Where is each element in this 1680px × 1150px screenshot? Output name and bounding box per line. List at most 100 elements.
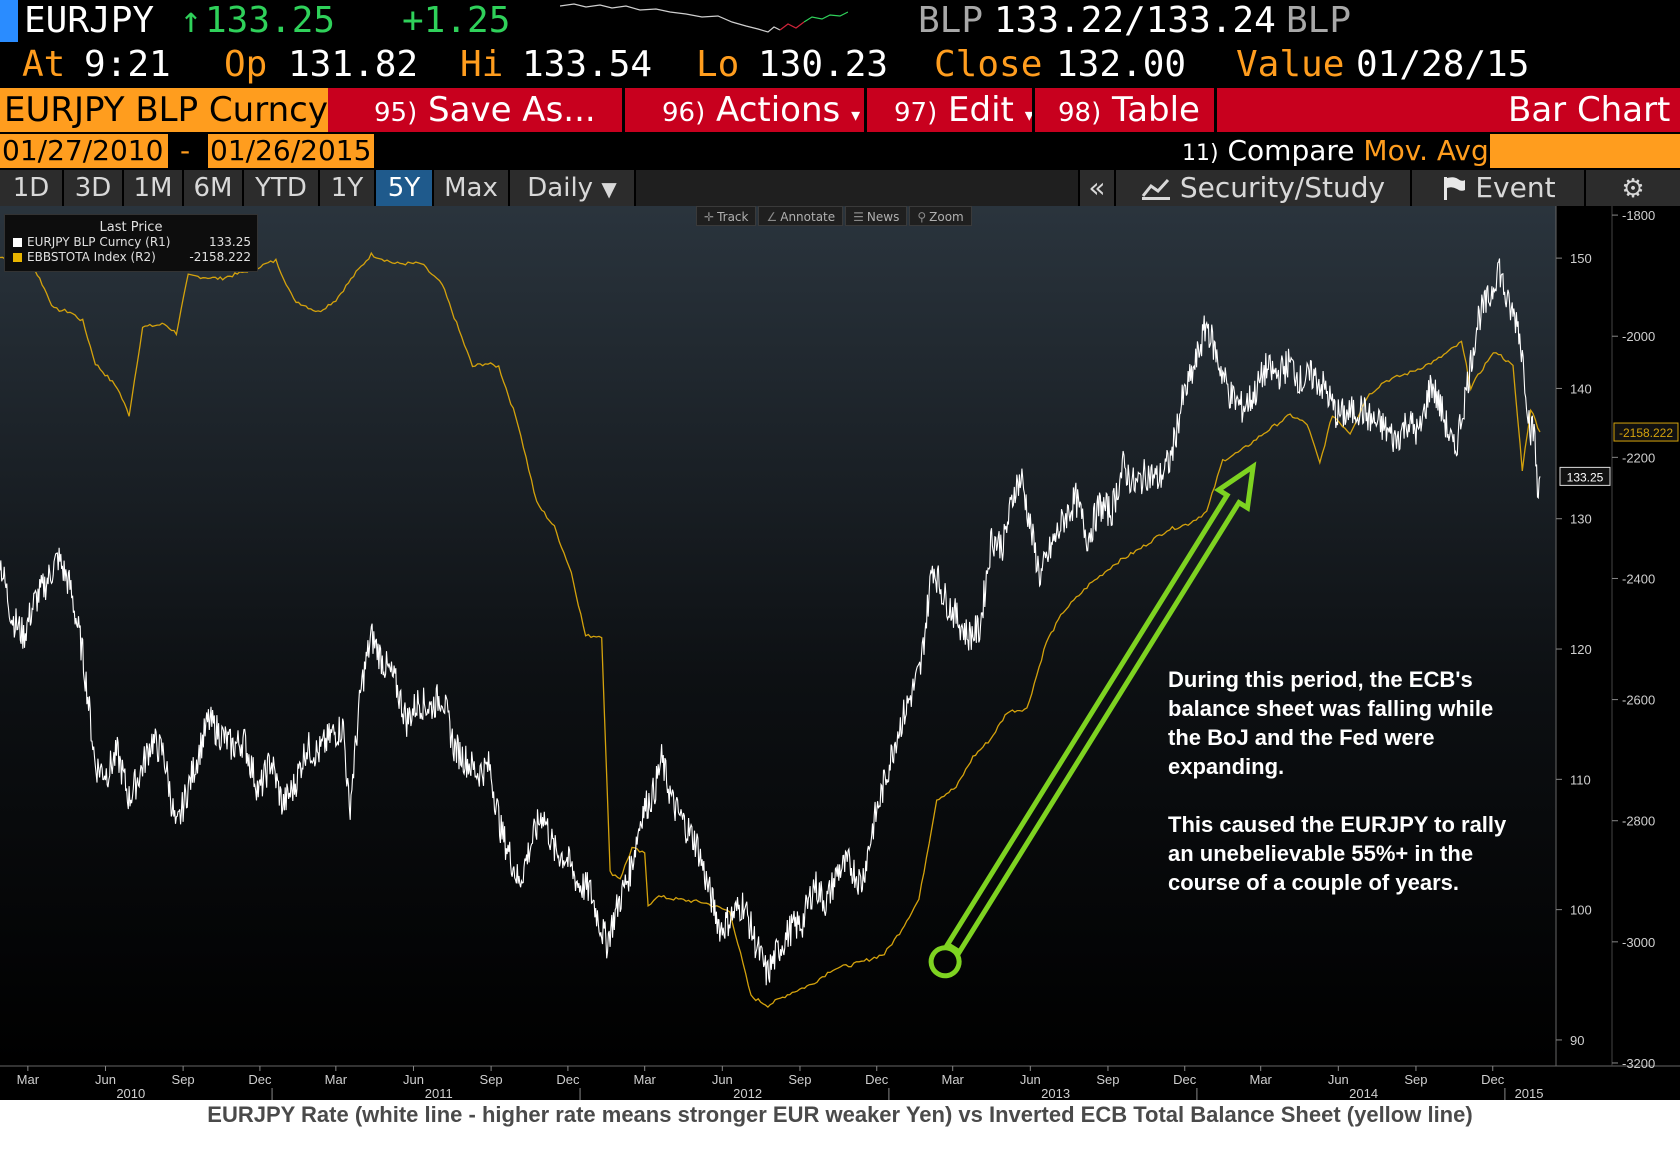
actions-button[interactable]: 96) Actions ▾ [662,88,860,132]
divider [1032,88,1035,132]
event-button[interactable]: Event [1410,170,1584,206]
period-ytd[interactable]: YTD [244,170,320,206]
divider [1214,88,1217,132]
figure-caption: EURJPY Rate (white line - higher rate me… [207,1102,1473,1127]
month-tick-label: Dec [865,1072,889,1087]
compare-mov-avgs-button[interactable]: 11) Compare Mov. Avgs [1182,134,1503,168]
divider [622,88,625,132]
month-tick-label: Jun [95,1072,116,1087]
chart-toolbar: ✛ Track ∠ Annotate ☰ News ⚲ Zoom [696,206,972,226]
r2-tick-label: -3000 [1622,935,1655,950]
legend-series-name: EURJPY BLP Curncy (R1) [27,235,171,249]
flag-icon [1444,177,1466,200]
r2-tick-label: -2800 [1622,814,1655,829]
last-price: 133.25 [205,0,336,41]
frequency-value: Daily [527,173,594,203]
low-label: Lo [696,44,740,85]
security-study-label: Security/Study [1179,171,1386,204]
legend-row-eurjpy: EURJPY BLP Curncy (R1) 133.25 [5,235,257,250]
year-label: 2015 [1515,1086,1544,1100]
year-label: 2014 [1349,1086,1378,1100]
month-tick-label: Jun [1020,1072,1041,1087]
collapse-button[interactable]: « [1078,170,1114,206]
table-number: 98) [1058,98,1102,128]
ohlc-row: At 9:21 Op 131.82 Hi 133.54 Lo 130.23 Cl… [0,44,1680,86]
period-1m[interactable]: 1M [124,170,184,206]
period-1d[interactable]: 1D [0,170,64,206]
active-panel-marker [0,0,18,42]
last-price-tag [1559,466,1611,486]
month-tick-label: Sep [1096,1072,1119,1087]
month-tick-label: Mar [633,1072,656,1087]
legend-series-value: 133.25 [209,235,251,249]
period-row: 1D 3D 1M 6M YTD 1Y 5Y Max Daily ▼ « Secu… [0,170,1680,206]
compare-label: Compare [1227,134,1355,167]
period-6m[interactable]: 6M [184,170,244,206]
frequency-select[interactable]: Daily ▼ [510,170,636,206]
compare-field[interactable] [1490,134,1680,168]
caret-down-icon: ▼ [601,177,617,201]
r1-tick-label: 150 [1570,251,1592,266]
r1-tick-label: 100 [1570,903,1592,918]
terminal-window: EURJPY ↑ 133.25 +1.25 BLP 133.22/133.24 … [0,0,1680,1100]
settings-button[interactable]: ⚙ [1584,170,1680,206]
month-tick-label: Sep [1404,1072,1427,1087]
zoom-button[interactable]: ⚲ Zoom [909,206,972,226]
r1-tick-label: 110 [1570,772,1591,787]
track-button[interactable]: ✛ Track [696,206,757,226]
legend-series-name: EBBSTOTA Index (R2) [27,250,156,264]
chevron-down-icon: ▾ [1024,105,1034,126]
r2-tick-label: -2600 [1622,693,1655,708]
period-1y[interactable]: 1Y [320,170,376,206]
year-label: 2013 [1041,1086,1070,1100]
month-tick-label: Mar [1249,1072,1272,1087]
r2-tick-label: -1800 [1622,208,1655,223]
magnifier-icon: ⚲ [917,210,927,224]
edit-number: 97) [894,98,938,128]
annotation-arrow [928,461,1257,979]
annotate-button[interactable]: ∠ Annotate [758,206,844,226]
month-tick-label: Mar [325,1072,348,1087]
compare-number: 11) [1182,141,1219,166]
annotation-paragraph: During this period, the ECB's balance sh… [1168,667,1494,779]
arrow-outline [944,461,1257,956]
r2-tick-label: -2400 [1622,571,1655,586]
start-date-field[interactable]: 01/27/2010 [0,134,168,168]
at-label: At [22,44,66,85]
security-study-button[interactable]: Security/Study [1114,170,1410,206]
save-as-label: Save As... [428,90,596,130]
month-tick-label: Jun [1328,1072,1349,1087]
news-label: News [866,210,900,224]
price-chart[interactable]: 90 100 110 120 130 140 150 -1800 -2000 -2200 -2400… [0,206,1680,1100]
news-button[interactable]: ☰ News [845,206,908,226]
period-5y[interactable]: 5Y [376,170,434,206]
period-max[interactable]: Max [434,170,510,206]
table-label: Table [1112,90,1200,130]
track-label: Track [717,210,749,224]
month-tick-label: Dec [556,1072,580,1087]
end-date-field[interactable]: 01/26/2015 [208,134,374,168]
annotation-paragraph: This caused the EURJPY to rally an unebe… [1168,812,1507,895]
news-icon: ☰ [853,210,864,224]
function-bar: EURJPY BLP Curncy 95) Save As... 96) Act… [0,88,1680,132]
high-label: Hi [460,44,504,85]
table-button[interactable]: 98) Table [1058,88,1200,132]
intraday-sparkline [560,3,848,33]
save-as-button[interactable]: 95) Save As... [374,88,596,132]
chart-type-button[interactable]: Bar Chart [1508,90,1671,130]
edit-button[interactable]: 97) Edit ▾ [894,88,1034,132]
ticker-symbol[interactable]: EURJPY [24,0,155,41]
period-3d[interactable]: 3D [64,170,124,206]
low-value: 130.23 [758,44,889,85]
axis-layer: 90 100 110 120 130 140 150 -1800 -2000 -2200 -2400… [0,206,1680,1100]
actions-number: 96) [662,98,706,128]
legend-swatch [13,253,22,262]
zoom-label: Zoom [929,210,964,224]
date-range-row: 01/27/2010 - 01/26/2015 11) Compare Mov.… [0,134,1680,168]
last-ecb-tag-label: -2158.222 [1619,426,1673,440]
chart-legend[interactable]: Last Price EURJPY BLP Curncy (R1) 133.25… [4,214,258,272]
month-tick-label: Jun [403,1072,424,1087]
month-tick-label: Mar [17,1072,40,1087]
security-field[interactable]: EURJPY BLP Curncy [0,88,328,132]
last-price-tag-label: 133.25 [1567,470,1604,484]
